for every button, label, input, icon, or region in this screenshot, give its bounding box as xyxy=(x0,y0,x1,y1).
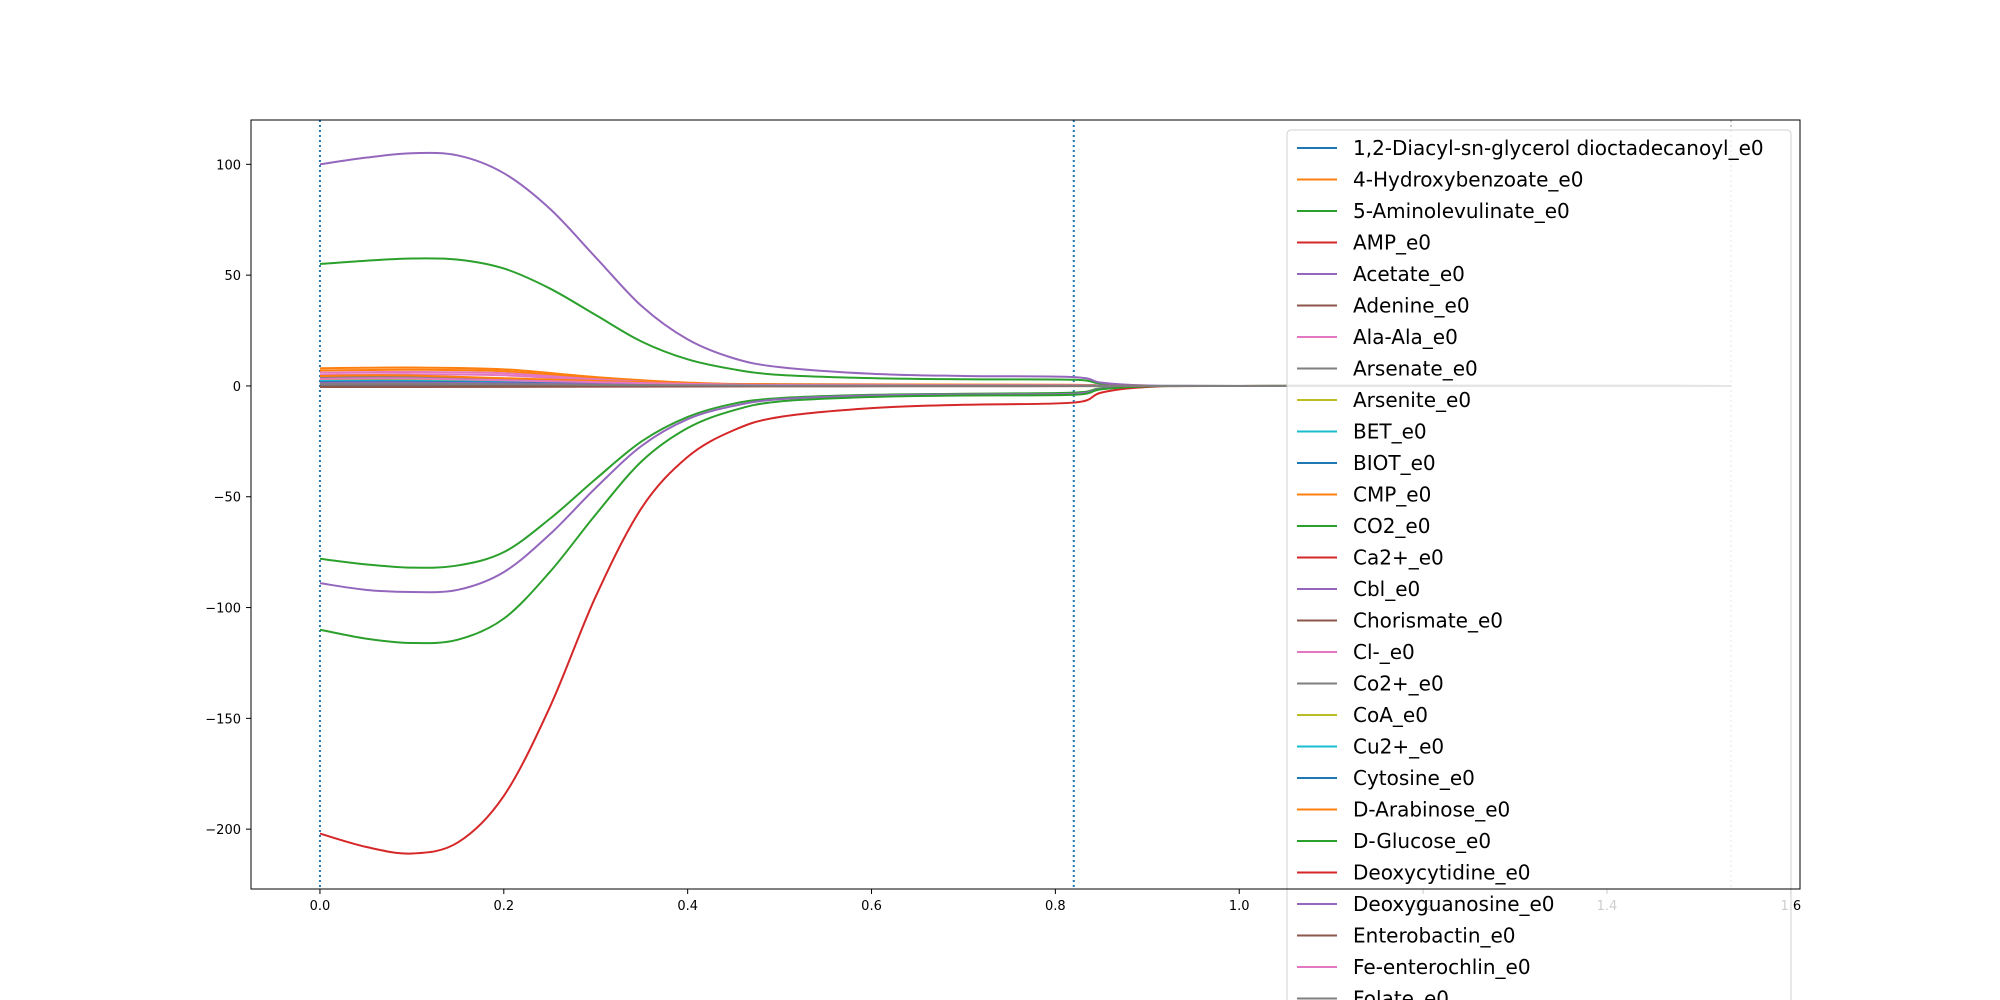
legend-label: Fe-enterochlin_e0 xyxy=(1353,955,1531,979)
legend-box xyxy=(1286,129,1792,1000)
y-tick-label: −150 xyxy=(205,712,241,727)
legend-label: Adenine_e0 xyxy=(1353,294,1470,318)
legend-label: Deoxycytidine_e0 xyxy=(1353,861,1531,885)
y-tick-label: 100 xyxy=(216,158,241,173)
legend-label: 5-Aminolevulinate_e0 xyxy=(1353,199,1570,223)
legend-label: Cu2+_e0 xyxy=(1353,735,1444,759)
legend-label: CoA_e0 xyxy=(1353,703,1428,727)
legend-label: CMP_e0 xyxy=(1353,483,1431,507)
legend-label: Folate_e0 xyxy=(1353,987,1449,1000)
legend-label: AMP_e0 xyxy=(1353,231,1431,255)
y-tick-label: 0 xyxy=(233,380,241,395)
legend-label: 1,2-Diacyl-sn-glycerol dioctadecanoyl_e0 xyxy=(1353,136,1764,160)
legend-label: CO2_e0 xyxy=(1353,514,1430,538)
legend: 1,2-Diacyl-sn-glycerol dioctadecanoyl_e0… xyxy=(1286,129,1792,1000)
y-tick-label: −200 xyxy=(205,823,241,838)
x-tick-label: 0.4 xyxy=(677,899,698,914)
legend-label: Acetate_e0 xyxy=(1353,262,1465,286)
legend-label: Ca2+_e0 xyxy=(1353,546,1444,570)
legend-label: BET_e0 xyxy=(1353,420,1427,444)
y-tick-label: −100 xyxy=(205,602,241,617)
legend-label: Enterobactin_e0 xyxy=(1353,924,1516,948)
x-tick-label: 1.0 xyxy=(1229,899,1250,914)
legend-label: 4-Hydroxybenzoate_e0 xyxy=(1353,168,1583,192)
y-axis: 100 50 0 −50 −100 −150 −200 xyxy=(205,158,251,838)
x-tick-label: 0.8 xyxy=(1045,899,1066,914)
legend-label: D-Glucose_e0 xyxy=(1353,829,1491,853)
legend-label: Cl-_e0 xyxy=(1353,640,1415,664)
legend-label: Cbl_e0 xyxy=(1353,577,1420,601)
legend-label: D-Arabinose_e0 xyxy=(1353,798,1510,822)
legend-label: Arsenite_e0 xyxy=(1353,388,1471,412)
y-tick-label: 50 xyxy=(224,269,241,284)
x-tick-label: 0.2 xyxy=(493,899,514,914)
legend-label: Cytosine_e0 xyxy=(1353,766,1475,790)
legend-label: Chorismate_e0 xyxy=(1353,609,1503,633)
legend-label: Deoxyguanosine_e0 xyxy=(1353,892,1555,916)
y-tick-label: −50 xyxy=(214,491,241,506)
legend-label: Ala-Ala_e0 xyxy=(1353,325,1458,349)
x-tick-label: 0.0 xyxy=(310,899,331,914)
legend-label: Arsenate_e0 xyxy=(1353,357,1478,381)
legend-label: Co2+_e0 xyxy=(1353,672,1444,696)
x-tick-label: 0.6 xyxy=(861,899,882,914)
plot-frame xyxy=(250,119,1801,890)
legend-label: BIOT_e0 xyxy=(1353,451,1436,475)
